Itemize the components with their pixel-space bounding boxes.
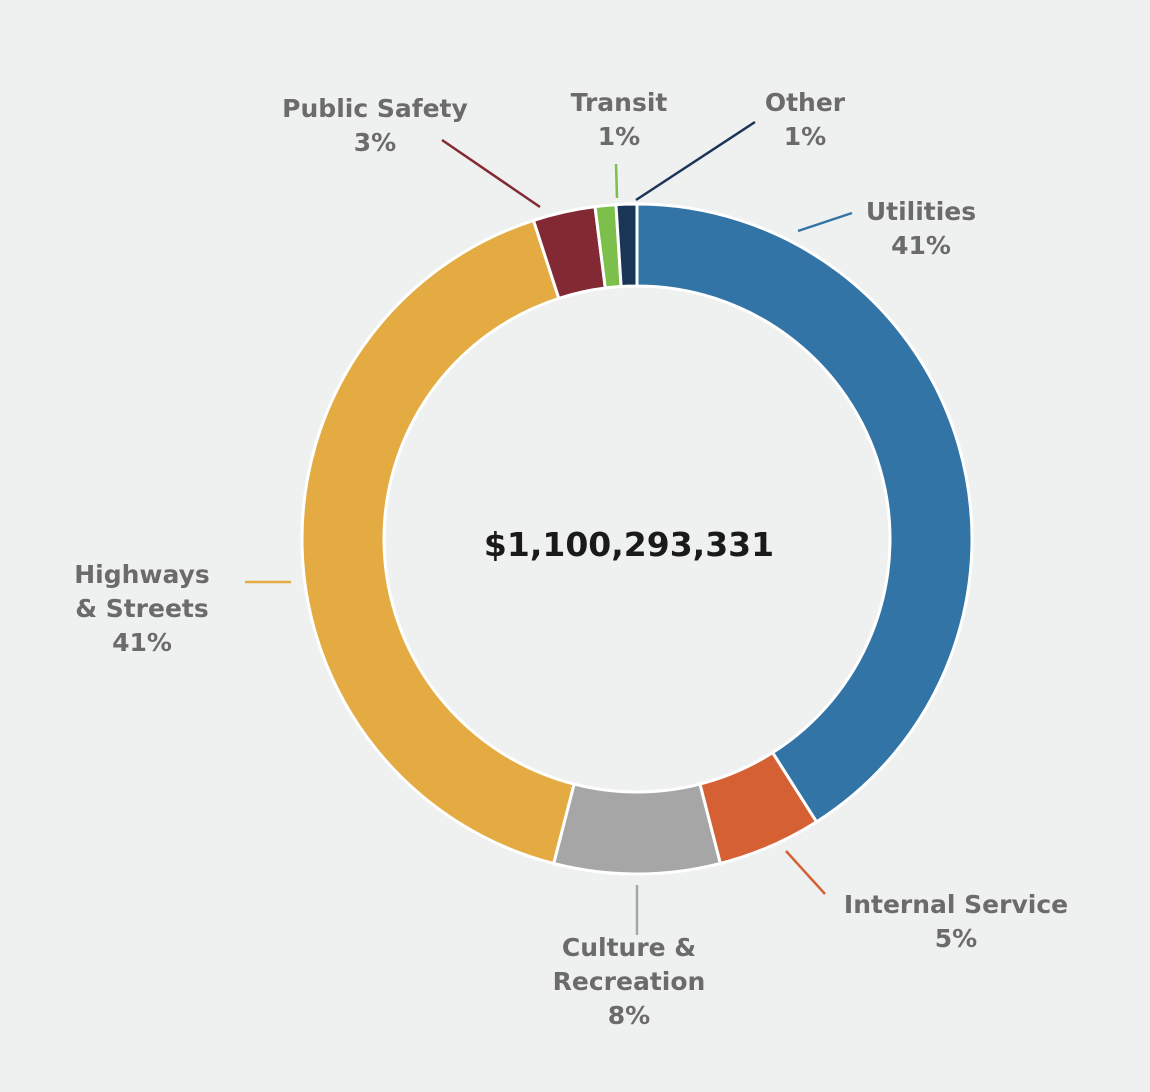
label-name-line: & Streets bbox=[75, 594, 209, 623]
label-name-line: Transit bbox=[571, 88, 668, 117]
slice-culture-and-recreation bbox=[551, 782, 723, 876]
label-percent: 1% bbox=[784, 122, 826, 151]
label-name-line: Recreation bbox=[553, 967, 706, 996]
slice-other bbox=[614, 202, 639, 289]
label-percent: 41% bbox=[112, 628, 172, 657]
leader-line-internal-service bbox=[785, 850, 826, 895]
label-percent: 5% bbox=[935, 924, 977, 953]
center-total-label: $1,100,293,331 bbox=[484, 525, 774, 564]
label-name-line: Utilities bbox=[866, 197, 976, 226]
label-name-line: Culture & bbox=[562, 933, 696, 962]
label-utilities: Utilities 41% bbox=[866, 197, 976, 260]
slice-utilities bbox=[635, 202, 974, 824]
slices-layer bbox=[300, 202, 974, 876]
label-public-safety: Public Safety 3% bbox=[282, 94, 468, 157]
leader-line-public-safety bbox=[441, 138, 541, 209]
label-percent: 41% bbox=[891, 231, 951, 260]
leaders-layer bbox=[245, 120, 853, 935]
leader-line-utilities bbox=[797, 211, 853, 233]
label-name-line: Internal Service bbox=[844, 890, 1068, 919]
label-percent: 3% bbox=[354, 128, 396, 157]
label-name-line: Highways bbox=[74, 560, 210, 589]
label-internal-service: Internal Service 5% bbox=[844, 890, 1068, 953]
slice-highways-and-streets bbox=[300, 218, 576, 866]
label-culture-and-recreation: Culture & Recreation 8% bbox=[553, 933, 706, 1030]
label-highways-and-streets: Highways & Streets 41% bbox=[74, 560, 210, 657]
leader-line-other bbox=[635, 120, 756, 202]
label-percent: 8% bbox=[608, 1001, 650, 1030]
label-transit: Transit 1% bbox=[571, 88, 668, 151]
label-name-line: Other bbox=[765, 88, 846, 117]
label-percent: 1% bbox=[598, 122, 640, 151]
label-name-line: Public Safety bbox=[282, 94, 468, 123]
leader-line-transit bbox=[614, 163, 619, 199]
label-other: Other 1% bbox=[765, 88, 846, 151]
labels-layer: Utilities 41% Internal Service 5% Culture & R… bbox=[74, 88, 1068, 1030]
